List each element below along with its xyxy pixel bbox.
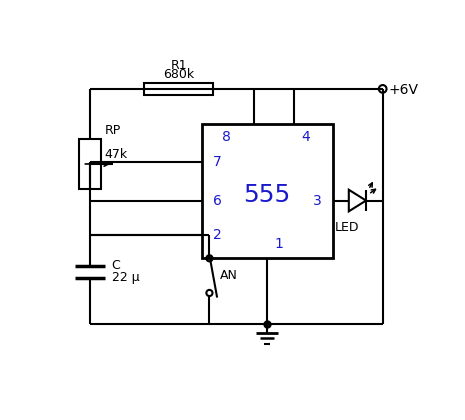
Bar bbox=[202, 123, 332, 258]
Bar bbox=[80, 139, 101, 189]
Text: 47k: 47k bbox=[105, 148, 128, 161]
Text: R1: R1 bbox=[170, 59, 187, 72]
Text: +6V: +6V bbox=[389, 83, 419, 97]
Bar bbox=[144, 83, 213, 95]
Text: 680k: 680k bbox=[163, 68, 194, 81]
Text: 7: 7 bbox=[213, 155, 221, 169]
Text: 2: 2 bbox=[213, 228, 221, 242]
Text: 22 μ: 22 μ bbox=[112, 271, 140, 284]
Text: 1: 1 bbox=[274, 237, 283, 252]
Text: C: C bbox=[112, 259, 120, 272]
Text: 4: 4 bbox=[301, 130, 310, 144]
Text: RP: RP bbox=[105, 124, 121, 137]
Text: 6: 6 bbox=[213, 194, 222, 207]
Text: LED: LED bbox=[335, 220, 359, 234]
Text: 8: 8 bbox=[222, 130, 231, 144]
Text: 3: 3 bbox=[313, 194, 322, 207]
Text: AN: AN bbox=[220, 269, 238, 282]
Text: 555: 555 bbox=[244, 183, 291, 207]
